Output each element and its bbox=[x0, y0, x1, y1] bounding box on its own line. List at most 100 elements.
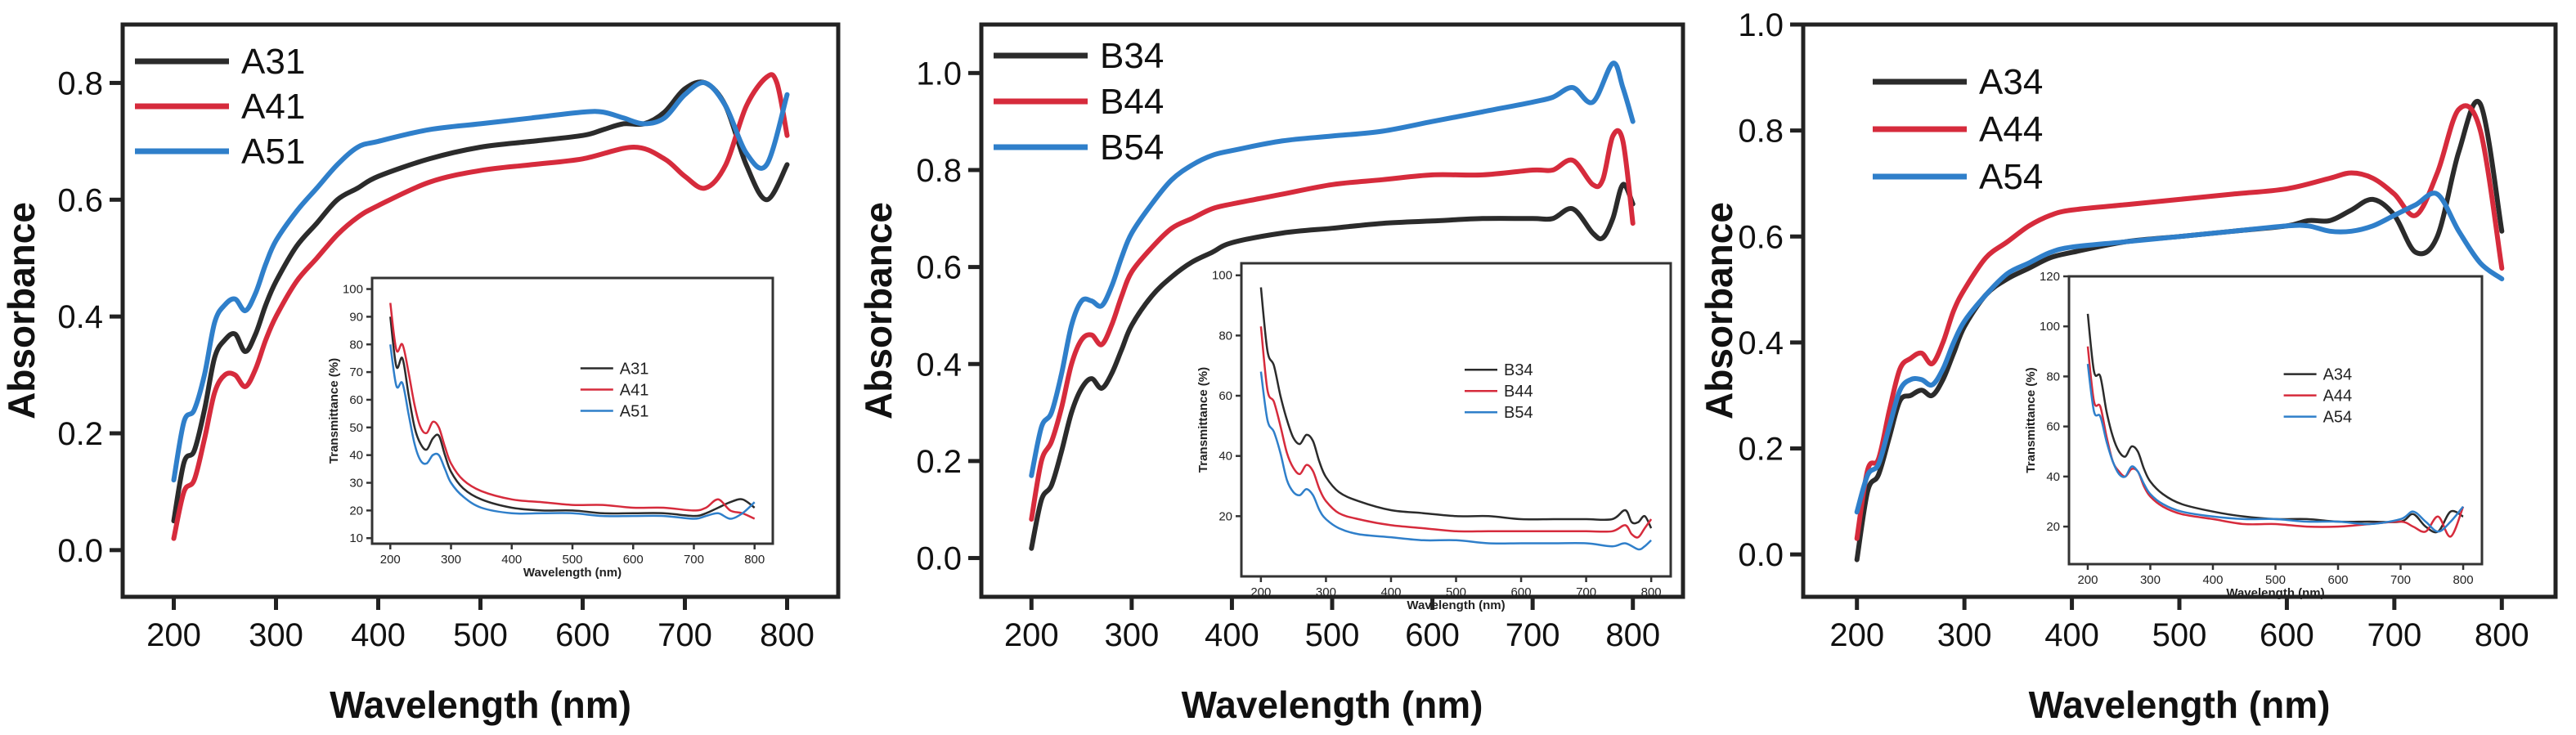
y-tick-label: 0.2 bbox=[1738, 432, 1784, 468]
inset-y-tick-label: 70 bbox=[349, 365, 363, 379]
inset-x-tick-label: 400 bbox=[1380, 585, 1401, 599]
y-tick-label: 0.2 bbox=[916, 444, 962, 480]
y-tick-label: 0.6 bbox=[57, 182, 103, 218]
x-axis-label: Wavelength (nm) bbox=[2029, 683, 2331, 726]
x-tick-label: 300 bbox=[1104, 617, 1159, 653]
panel-1: 200 300 400 500 600 700 800 0.0 0.2 0.4 0.6 0.8 Wave… bbox=[0, 22, 841, 726]
inset-x-tick-label: 800 bbox=[1641, 585, 1662, 599]
series-line-a31 bbox=[171, 79, 790, 524]
legend-label-a34: A34 bbox=[1979, 62, 2043, 102]
x-tick-label: 400 bbox=[351, 617, 406, 653]
inset-legend-label-a54: A54 bbox=[2323, 409, 2353, 427]
inset-series-line-a34 bbox=[2086, 313, 2464, 534]
y-tick-label: 0.0 bbox=[916, 541, 962, 577]
inset-x-tick-label: 600 bbox=[2327, 573, 2348, 587]
inset-x-tick-label: 500 bbox=[562, 553, 582, 567]
x-tick-label: 400 bbox=[2044, 617, 2099, 653]
x-tick-label: 700 bbox=[1506, 617, 1560, 653]
inset-x-tick-label: 400 bbox=[2202, 573, 2223, 587]
x-tick-label: 400 bbox=[1205, 617, 1259, 653]
x-tick-label: 200 bbox=[1004, 617, 1059, 653]
inset-chart: 200 300 400 500 600 700 800 20 40 60 80 100 Waveleng… bbox=[1196, 262, 1672, 612]
x-tick-label: 500 bbox=[453, 617, 508, 653]
panel-3: 200 300 400 500 600 700 800 0.0 0.2 0.4 0.6 0.8 1.0 W… bbox=[1698, 7, 2558, 726]
inset-y-tick-label: 60 bbox=[349, 393, 363, 407]
inset-legend-label-b34: B34 bbox=[1504, 361, 1533, 379]
inset-y-tick-label: 10 bbox=[349, 531, 363, 545]
inset-y-tick-label: 30 bbox=[349, 477, 363, 491]
y-tick-label: 0.6 bbox=[1738, 219, 1784, 255]
inset-y-tick-label: 100 bbox=[343, 283, 363, 297]
series-line-b34 bbox=[1029, 182, 1636, 551]
inset-series-line-a54 bbox=[2086, 363, 2464, 533]
inset-x-tick-label: 500 bbox=[1446, 585, 1466, 599]
inset-x-tick-label: 800 bbox=[2453, 573, 2474, 587]
inset-y-tick-label: 40 bbox=[1218, 450, 1232, 464]
y-tick-label: 0.4 bbox=[1738, 325, 1784, 361]
y-tick-label: 0.8 bbox=[916, 153, 962, 189]
inset-x-tick-label: 300 bbox=[1316, 585, 1336, 599]
inset-frame bbox=[1240, 262, 1672, 578]
inset-chart: 200 300 400 500 600 700 800 20 40 60 80 100 120 Wavel… bbox=[2024, 270, 2484, 600]
inset-series-line-b34 bbox=[1259, 287, 1653, 529]
inset-y-tick-label: 20 bbox=[349, 504, 363, 518]
inset-y-tick-label: 80 bbox=[2046, 370, 2060, 383]
inset-legend-label-b54: B54 bbox=[1504, 404, 1533, 422]
inset-y-tick-label: 90 bbox=[349, 310, 363, 324]
inset-y-tick-label: 60 bbox=[1218, 389, 1232, 403]
inset-y-tick-label: 50 bbox=[349, 421, 363, 435]
legend-label-a51: A51 bbox=[241, 132, 305, 172]
inset-x-tick-label: 500 bbox=[2265, 573, 2286, 587]
inset-legend-label-a41: A41 bbox=[620, 382, 649, 400]
series-line-b54 bbox=[1029, 61, 1636, 478]
x-axis-label: Wavelength (nm) bbox=[1182, 683, 1483, 726]
series-line-a51 bbox=[171, 80, 790, 483]
inset-y-tick-label: 40 bbox=[349, 449, 363, 463]
inset-x-axis-label: Wavelength (nm) bbox=[523, 566, 622, 580]
inset-y-tick-label: 40 bbox=[2046, 470, 2060, 484]
inset-x-tick-label: 600 bbox=[1511, 585, 1532, 599]
x-tick-label: 500 bbox=[2152, 617, 2207, 653]
legend-label-b54: B54 bbox=[1100, 128, 1164, 168]
inset-y-axis-label: Transmittance (%) bbox=[327, 358, 341, 464]
inset-x-tick-label: 300 bbox=[441, 553, 461, 567]
inset-y-tick-label: 100 bbox=[1212, 269, 1232, 283]
x-tick-label: 800 bbox=[2475, 617, 2529, 653]
legend-label-a54: A54 bbox=[1979, 157, 2043, 197]
inset-x-tick-label: 300 bbox=[2140, 573, 2161, 587]
inset-legend-label-a51: A51 bbox=[620, 403, 649, 421]
y-tick-label: 0.6 bbox=[916, 250, 962, 286]
inset-x-tick-label: 700 bbox=[2390, 573, 2411, 587]
inset-frame bbox=[2067, 275, 2484, 566]
inset-x-tick-label: 600 bbox=[623, 553, 644, 567]
inset-y-tick-label: 100 bbox=[2040, 320, 2060, 334]
y-tick-label: 0.4 bbox=[57, 299, 103, 335]
inset-y-tick-label: 120 bbox=[2040, 270, 2060, 284]
inset-y-axis-label: Transmittance (%) bbox=[2024, 367, 2038, 473]
y-tick-label: 1.0 bbox=[1738, 7, 1784, 43]
inset-y-tick-label: 80 bbox=[1218, 329, 1232, 343]
inset-y-axis-label: Transmittance (%) bbox=[1196, 367, 1210, 473]
inset-x-tick-label: 800 bbox=[744, 553, 765, 567]
y-axis-label: Absorbance bbox=[1698, 202, 1740, 419]
y-tick-label: 0.0 bbox=[1738, 537, 1784, 573]
inset-x-axis-label: Wavelength (nm) bbox=[1407, 598, 1505, 612]
panel-2: 200 300 400 500 600 700 800 0.0 0.2 0.4 0.6 0.8 1.0 W… bbox=[857, 22, 1685, 726]
series-line-a54 bbox=[1854, 190, 2505, 515]
inset-x-axis-label: Wavelength (nm) bbox=[2226, 586, 2324, 600]
y-axis-label: Absorbance bbox=[857, 202, 900, 419]
inset-chart: 200 300 400 500 600 700 800 10 20 30 40 50 60 70 80 90 1… bbox=[327, 276, 774, 580]
x-tick-label: 600 bbox=[1405, 617, 1460, 653]
legend-label-a31: A31 bbox=[241, 42, 305, 82]
inset-x-tick-label: 200 bbox=[380, 553, 401, 567]
y-tick-label: 0.8 bbox=[57, 65, 103, 101]
inset-legend-label-a31: A31 bbox=[620, 361, 649, 379]
inset-series-line-a51 bbox=[389, 344, 756, 520]
inset-y-tick-label: 80 bbox=[349, 338, 363, 352]
x-tick-label: 800 bbox=[1605, 617, 1660, 653]
inset-x-tick-label: 700 bbox=[1576, 585, 1596, 599]
inset-series-line-a41 bbox=[389, 303, 756, 520]
inset-series-line-a31 bbox=[389, 316, 756, 518]
